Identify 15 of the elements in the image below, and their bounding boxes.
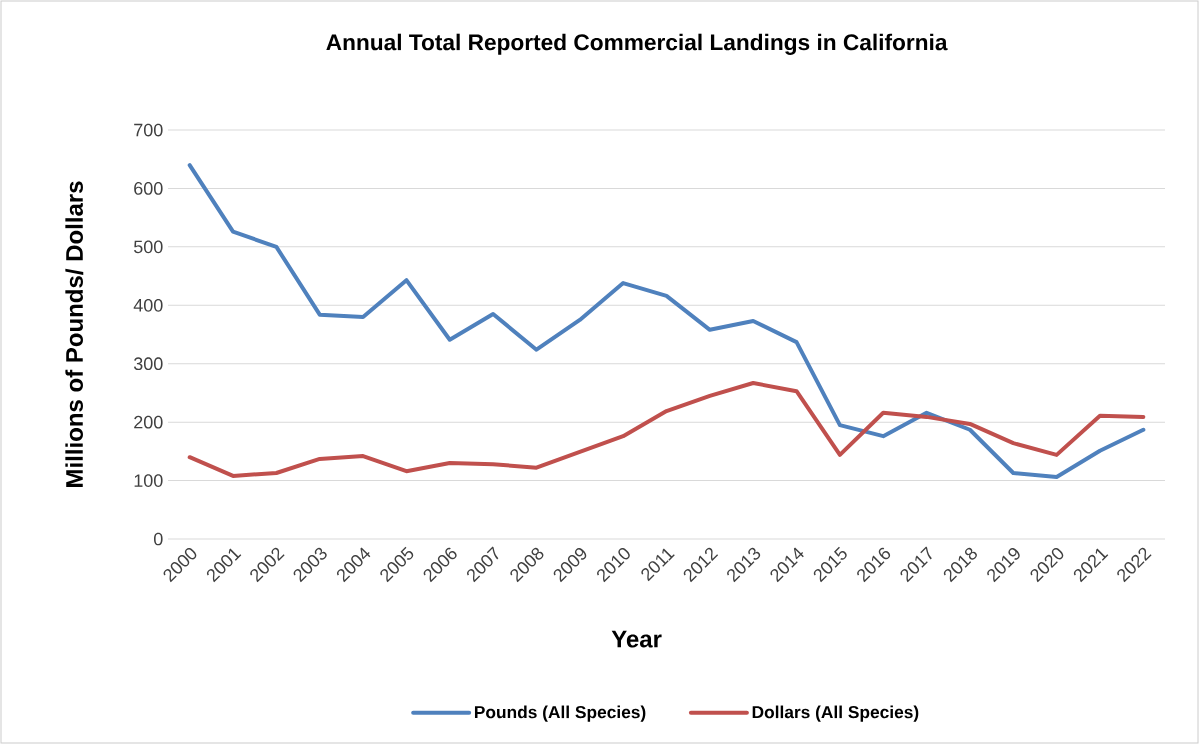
y-tick-label: 100 — [134, 474, 163, 487]
line-series — [187, 381, 1146, 478]
y-tick-label: 200 — [134, 415, 163, 429]
legend-label: Pounds (All Species) — [474, 705, 646, 722]
y-tick-label: 500 — [133, 240, 163, 254]
y-tick-label: 700 — [134, 123, 163, 137]
chart-title: Annual Total Reported Commercial Landings in California — [326, 33, 948, 55]
y-tick-label: 400 — [133, 298, 163, 312]
y-tick-label: 0 — [153, 532, 163, 546]
x-axis-title: Year — [611, 630, 662, 648]
y-tick-label: 300 — [133, 357, 163, 371]
line-series — [187, 163, 1146, 480]
legend-label: Dollars (All Species) — [752, 705, 919, 722]
y-axis-title: Millions of Pounds/ Dollars — [65, 181, 84, 487]
y-tick-label: 600 — [134, 182, 163, 195]
